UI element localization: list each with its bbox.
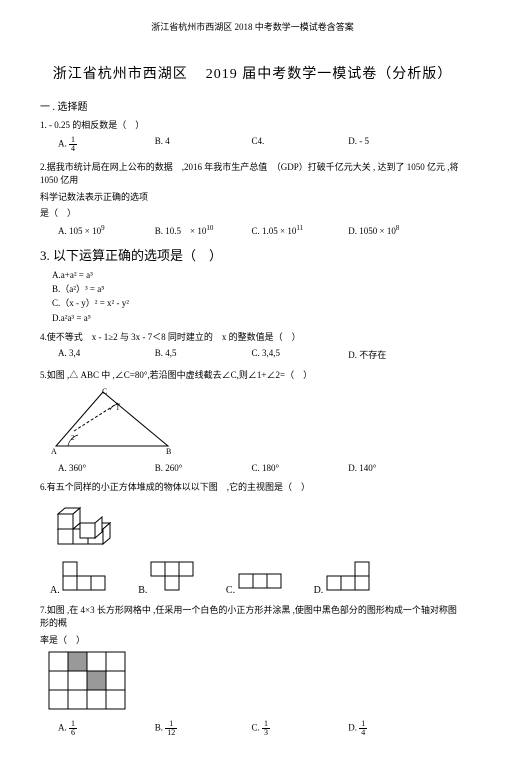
q5-stem: 5.如图 ,△ ABC 中 ,∠C=80°,若沿图中虚线截去∠C,则∠1+∠2=…	[40, 369, 465, 383]
q6-3d-figure	[48, 499, 465, 557]
q7c-n: 1	[262, 720, 270, 729]
q2b-sup: 10	[206, 224, 213, 232]
q1-options: A. 14 B. 4 C4. D. - 5	[58, 136, 465, 153]
q6c-label: C.	[226, 585, 235, 596]
q2-opt-c: C. 1.05 × 1011	[252, 224, 349, 237]
q2-line2: 科学记数法表示正确的选项	[40, 191, 465, 205]
q7-opt-d: D. 14	[348, 720, 445, 737]
title-right: 2019 届中考数学一模试卷（分析版）	[206, 67, 453, 82]
q2c-t: C. 1.05 × 10	[252, 226, 297, 236]
q2-opt-b: B. 10.5 × 1010	[155, 224, 252, 237]
q5-opt-c: C. 180°	[252, 463, 349, 473]
q3-opt-d: D.a²a³ = a⁵	[52, 311, 465, 325]
fig5-a: A	[51, 447, 57, 456]
q3-stem: 3. 以下运算正确的选项是（ ）	[40, 245, 465, 264]
q6-options: A. B. C. D.	[50, 561, 465, 596]
q1-opt-c: C4.	[252, 136, 349, 153]
q6-stem: 6.有五个同样的小正方体堆成的物体以以下图 ,它的主视图是（ ）	[40, 481, 465, 495]
fig5-c: C	[102, 387, 107, 396]
fig5-b: B	[166, 447, 171, 456]
q7b-p: B.	[155, 723, 163, 733]
q2a-sup: 9	[101, 224, 105, 232]
q6b-label: B.	[138, 585, 147, 596]
q3-opt-a: A.a+a² = a³	[52, 268, 465, 282]
q2c-sup: 11	[296, 224, 303, 232]
q7-figure	[48, 651, 465, 716]
q6a-label: A.	[50, 585, 60, 596]
q4-opt-b: B. 4,5	[155, 348, 252, 361]
q7d-n: 1	[359, 720, 367, 729]
section-heading: 一 . 选择题	[40, 98, 465, 113]
q2d-sup: 8	[396, 224, 400, 232]
q5-opt-a: A. 360°	[58, 463, 155, 473]
q2a-t: A. 105 × 10	[58, 226, 101, 236]
q7d-d: 4	[359, 729, 367, 737]
title-left: 浙江省杭州市西湖区	[53, 67, 188, 82]
q7a-n: 1	[69, 720, 77, 729]
q5-figure: C A B 1 2	[48, 386, 465, 459]
q7-opt-c: C. 13	[252, 720, 349, 737]
q7-opt-a: A. 16	[58, 720, 155, 737]
q2d-t: D. 1050 × 10	[348, 226, 396, 236]
q4-opt-d: D. 不存在	[348, 348, 445, 361]
q3-opt-b: B.（a²）³ = a⁵	[52, 282, 465, 296]
q2-opt-d: D. 1050 × 108	[348, 224, 445, 237]
q1-stem: 1. - 0.25 的相反数是（ ）	[40, 119, 465, 133]
q6-opt-d: D.	[314, 561, 372, 596]
q4-opt-c: C. 3,4,5	[252, 348, 349, 361]
q7b-d: 12	[165, 729, 177, 737]
q3-opt-c: C.（x - y）² = x² - y²	[52, 296, 465, 310]
q7-options: A. 16 B. 112 C. 13 D. 14	[58, 720, 465, 737]
q1-opt-b: B. 4	[155, 136, 252, 153]
q6-opt-b: B.	[138, 561, 196, 596]
q4-opt-a: A. 3,4	[58, 348, 155, 361]
q2-line1: 2.据我市统计局在网上公布的数据 ,2016 年我市生产总值 （GDP）打破千亿…	[40, 161, 465, 188]
q5-opt-d: D. 140°	[348, 463, 445, 473]
q2-line3: 是（ ）	[40, 207, 465, 221]
q1-opt-a: A. 14	[58, 136, 155, 153]
fig5-l2: 2	[71, 434, 75, 442]
q6-opt-c: C.	[226, 573, 284, 596]
q4-options: A. 3,4 B. 4,5 C. 3,4,5 D. 不存在	[58, 348, 465, 361]
q1a-den: 4	[69, 145, 77, 153]
q2-options: A. 105 × 109 B. 10.5 × 1010 C. 1.05 × 10…	[58, 224, 465, 237]
q2-opt-a: A. 105 × 109	[58, 224, 155, 237]
q1-opt-d: D. - 5	[348, 136, 445, 153]
q5-opt-b: B. 260°	[155, 463, 252, 473]
q7b-n: 1	[165, 720, 177, 729]
fig5-l1: 1	[116, 404, 120, 412]
q3-options: A.a+a² = a³ B.（a²）³ = a⁵ C.（x - y）² = x²…	[52, 268, 465, 326]
q7-opt-b: B. 112	[155, 720, 252, 737]
q4-stem: 4.使不等式 x - 1≥2 与 3x - 7＜8 同时建立的 x 的整数值是（…	[40, 331, 465, 345]
q6d-label: D.	[314, 585, 324, 596]
q7-stem: 7.如图 ,在 4×3 长方形网格中 ,任采用一个白色的小正方形并涂黑 ,使图中…	[40, 604, 465, 631]
q5-options: A. 360° B. 260° C. 180° D. 140°	[58, 463, 465, 473]
q7d-p: D.	[348, 723, 357, 733]
q7c-d: 3	[262, 729, 270, 737]
q6-opt-a: A.	[50, 561, 108, 596]
q7a-p: A.	[58, 723, 67, 733]
q7-stem2: 率是（ ）	[40, 634, 465, 648]
q1a-prefix: A.	[58, 138, 67, 148]
q7c-p: C.	[252, 723, 260, 733]
q2b-t: B. 10.5 × 10	[155, 226, 207, 236]
page-header: 浙江省杭州市西湖区 2018 中考数学一模试卷含答案	[40, 20, 465, 33]
exam-title: 浙江省杭州市西湖区 2019 届中考数学一模试卷（分析版）	[40, 63, 465, 83]
q7a-d: 6	[69, 729, 77, 737]
